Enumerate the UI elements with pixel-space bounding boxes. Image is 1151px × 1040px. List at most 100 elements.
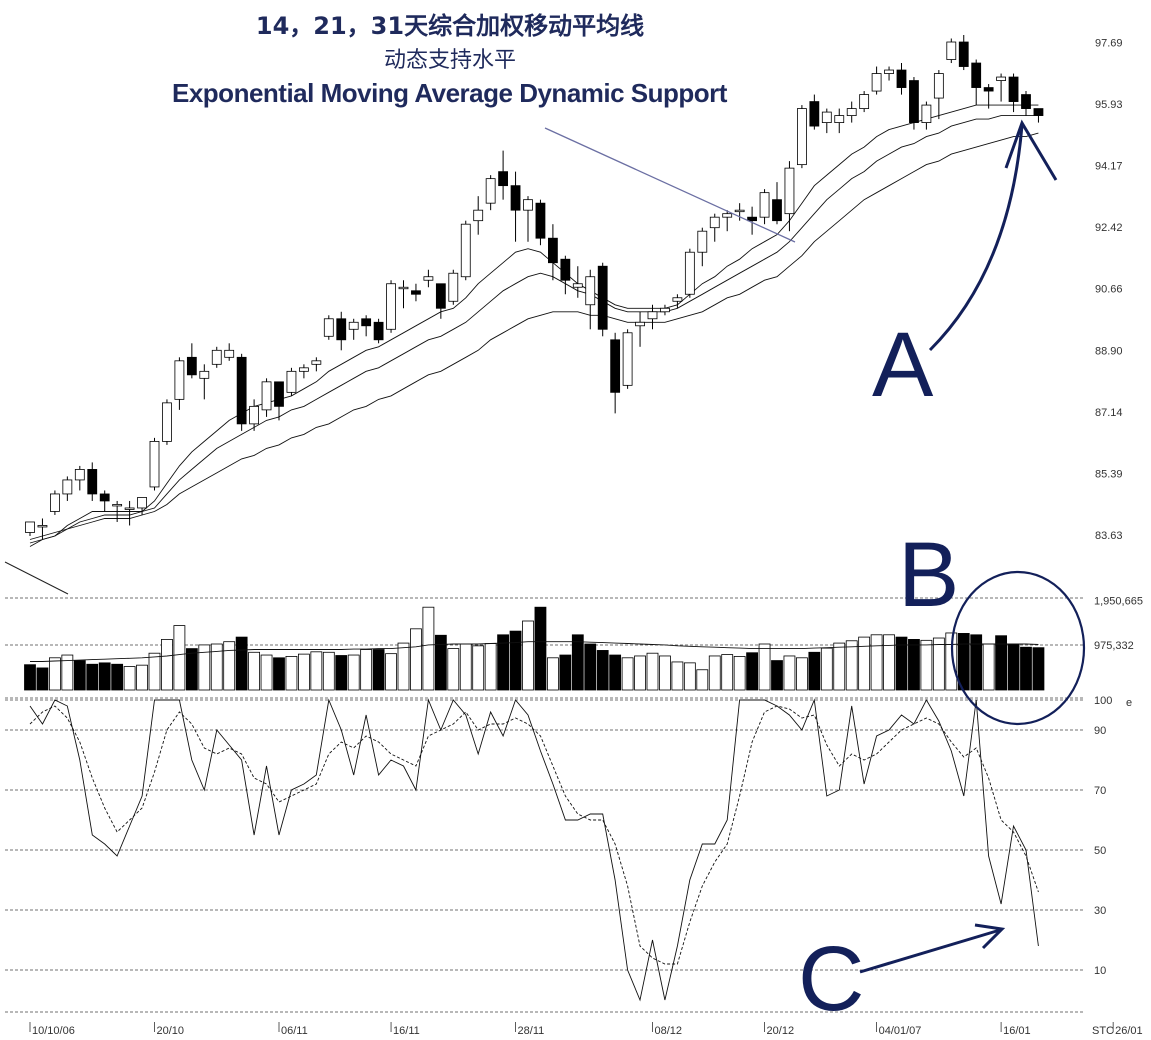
volume-bar (198, 644, 211, 691)
candle (261, 378, 272, 417)
price-tick-label: 97.69 (1095, 37, 1123, 49)
volume-bar (721, 654, 734, 691)
date-tick-label: 20/10 (157, 1025, 185, 1037)
date-tick-label: 08/12 (655, 1025, 683, 1037)
stoch-unit: e (1126, 697, 1132, 709)
date-tick-label: 06/11 (281, 1025, 308, 1037)
volume-bar (1020, 646, 1032, 691)
volume-bar (858, 636, 871, 691)
volume-bar (136, 664, 148, 691)
price-tick-label: 87.14 (1095, 407, 1123, 419)
candle (286, 367, 297, 396)
candle (647, 304, 658, 330)
candle (386, 280, 396, 333)
volume-axis: 1,950,665 975,332 (1094, 595, 1143, 652)
volume-bar (509, 630, 522, 691)
axis-note: STC (1092, 1025, 1114, 1037)
candle (560, 255, 571, 295)
date-tick-label: 26/01 (1115, 1025, 1143, 1037)
candle (498, 150, 509, 200)
candle (510, 171, 521, 242)
volume-bar (98, 662, 111, 691)
candle (572, 266, 583, 298)
volume-bar (995, 635, 1007, 691)
volume-bar (646, 652, 659, 691)
label-b: B (898, 524, 959, 626)
candle (535, 199, 546, 246)
volume-bar (447, 648, 460, 691)
stochastic-tick-label: 90 (1094, 725, 1106, 737)
volume-bar (571, 634, 584, 691)
arrow-a (928, 124, 1024, 352)
volume-bar (111, 663, 124, 691)
candle (846, 101, 857, 123)
volume-bar (621, 657, 634, 691)
candle (311, 357, 322, 372)
candle (137, 497, 147, 515)
candle (635, 311, 645, 347)
stochastic-tick-label: 10 (1094, 965, 1106, 977)
candle (162, 399, 172, 445)
candle (186, 343, 197, 379)
candle (747, 206, 757, 235)
candle (585, 269, 596, 330)
trend-stub (4, 561, 69, 595)
candle (784, 161, 795, 232)
volume-bar (945, 632, 958, 691)
volume-bar (820, 647, 833, 691)
candle (348, 318, 359, 340)
volume-bar (397, 642, 410, 691)
volume-bar (161, 639, 173, 691)
volume-bar (235, 636, 248, 691)
candle (734, 203, 745, 221)
candle (722, 210, 733, 232)
volume-tick-label: 1,950,665 (1094, 595, 1143, 607)
candle (921, 101, 932, 130)
volume-bar (696, 669, 709, 691)
candle (199, 364, 210, 400)
volume-bar (932, 637, 945, 691)
price-tick-label: 92.42 (1095, 222, 1123, 234)
candle (809, 94, 820, 130)
volume-bar (870, 634, 883, 691)
candle (610, 332, 621, 414)
volume-bar (683, 662, 696, 691)
candle (448, 269, 459, 305)
label-a: A (872, 314, 934, 416)
volume-bar (173, 625, 186, 691)
label-c: C (798, 928, 864, 1030)
date-tick-label: 16/11 (393, 1025, 420, 1037)
volume-bar (758, 643, 771, 691)
stochastic-d-line (29, 705, 1039, 965)
candle (87, 462, 98, 501)
ema-line-2 (29, 115, 1039, 544)
candle (1021, 91, 1031, 116)
ema-lines (29, 104, 1039, 547)
volume-bar (285, 656, 298, 691)
candle (859, 91, 870, 113)
price-axis: 97.69 95.93 94.17 92.42 90.66 88.90 87.14 85.39… (1095, 37, 1123, 542)
candle (983, 84, 994, 109)
date-tick-label: 28/11 (518, 1025, 545, 1037)
date-tick-label: 20/12 (767, 1025, 795, 1037)
volume-bar (210, 643, 223, 691)
candle (909, 77, 919, 130)
volume-bar (957, 633, 970, 691)
candle (971, 59, 982, 106)
candle (236, 353, 247, 431)
candle (473, 196, 484, 235)
candle (871, 66, 882, 95)
volume-bar (671, 661, 684, 691)
volume-bar (497, 634, 510, 691)
volume-bar (24, 664, 36, 691)
volume-bar (559, 654, 572, 691)
volume-bar (845, 640, 858, 691)
volume-tick-label: 975,332 (1094, 640, 1134, 652)
volume-bar (459, 643, 472, 691)
volume-bar (434, 634, 447, 691)
date-tick-label: 10/10/06 (32, 1025, 75, 1037)
volume-bar (322, 651, 335, 691)
candle (149, 437, 160, 491)
candle (896, 63, 907, 95)
